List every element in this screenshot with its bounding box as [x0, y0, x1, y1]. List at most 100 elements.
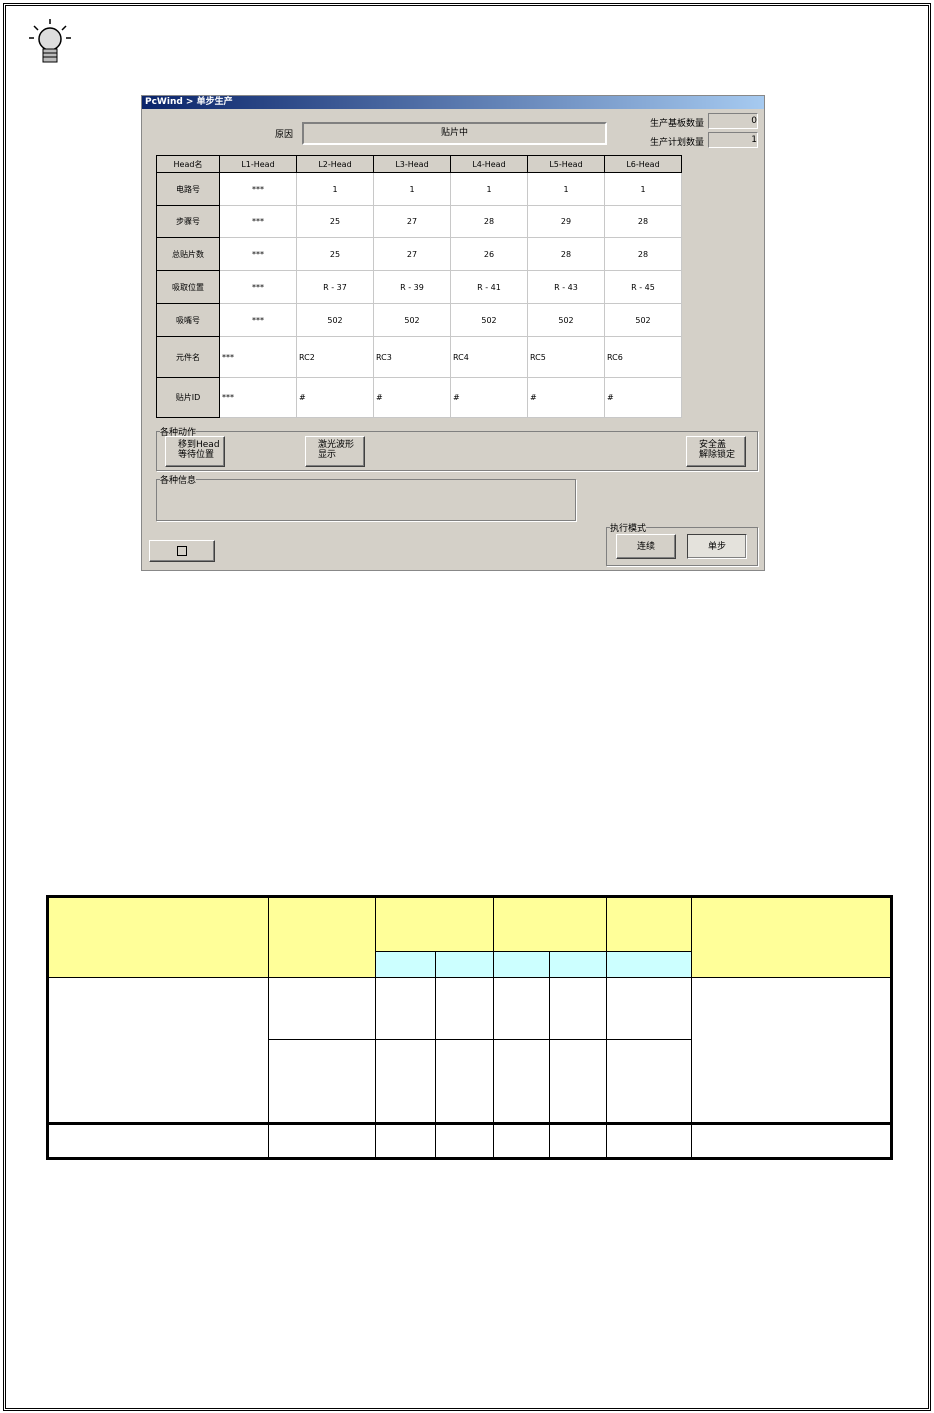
- confirm-button[interactable]: [149, 540, 215, 562]
- grid-column-header[interactable]: L2-Head: [296, 155, 374, 173]
- checkbox-icon: [177, 546, 187, 556]
- grid-column-header[interactable]: L1-Head: [219, 155, 297, 173]
- grid-cell: 27: [373, 237, 451, 271]
- grid-cell: 28: [527, 237, 605, 271]
- move-head-button[interactable]: 移到Head 等待位置: [165, 436, 225, 467]
- reason-label: 原因: [275, 130, 294, 140]
- table-subheader-cell: [375, 951, 436, 978]
- table-cell: [691, 1123, 892, 1159]
- table-subheader-cell: [493, 951, 550, 978]
- grid-column-header[interactable]: L4-Head: [450, 155, 528, 173]
- grid-row: 元件名 *** RC2 RC3 RC4 RC5 RC6: [156, 336, 682, 378]
- grid-cell: 1: [604, 172, 682, 206]
- page-frame: [3, 3, 931, 1411]
- grid-row: 步骤号 *** 25 27 28 29 28: [156, 205, 682, 238]
- table-cell: [493, 977, 550, 1040]
- grid-cell: 1: [527, 172, 605, 206]
- grid-row: 总贴片数 *** 25 27 26 28 28: [156, 237, 682, 271]
- table-subheader-cell: [549, 951, 607, 978]
- grid-cell: 502: [373, 303, 451, 337]
- grid-cell: ***: [219, 172, 297, 206]
- table-header-cell: [375, 896, 494, 952]
- grid-column-header[interactable]: L3-Head: [373, 155, 451, 173]
- laser-waveform-button[interactable]: 激光波形 显示: [305, 436, 365, 467]
- grid-cell: #: [527, 377, 605, 418]
- table-cell: [375, 977, 436, 1040]
- grid-cell: 28: [604, 205, 682, 238]
- grid-row-header: 步骤号: [156, 205, 220, 238]
- grid-cell: ***: [219, 303, 297, 337]
- grid-cell: 28: [450, 205, 528, 238]
- table-cell: [375, 1123, 436, 1159]
- grid-cell: R - 45: [604, 270, 682, 304]
- table-cell: [606, 1123, 692, 1159]
- table-cell: [435, 1039, 494, 1124]
- grid-row-header: 吸嘴号: [156, 303, 220, 337]
- grid-cell: #: [373, 377, 451, 418]
- table-cell: [691, 977, 892, 1124]
- table-header-cell: [268, 896, 376, 978]
- table-cell: [268, 977, 376, 1040]
- table-cell: [375, 1039, 436, 1124]
- plan-count-label: 生产计划数量: [650, 138, 705, 148]
- grid-row-header: 贴片ID: [156, 377, 220, 418]
- grid-column-header[interactable]: L5-Head: [527, 155, 605, 173]
- table-cell: [493, 1123, 550, 1159]
- grid-cell: R - 41: [450, 270, 528, 304]
- grid-cell: 1: [296, 172, 374, 206]
- grid-cell: RC3: [373, 336, 451, 378]
- info-group: 各种信息: [156, 473, 576, 521]
- grid-row: 吸取位置 *** R - 37 R - 39 R - 41 R - 43 R - 45: [156, 270, 682, 304]
- grid-row-header: 电路号: [156, 172, 220, 206]
- exec-mode-group: 执行模式: [606, 521, 758, 566]
- grid-row: 贴片ID *** # # # # #: [156, 377, 682, 418]
- table-cell: [435, 977, 494, 1040]
- table-cell: [606, 1039, 692, 1124]
- info-group-label: 各种信息: [160, 473, 197, 486]
- table-subheader-cell: [435, 951, 494, 978]
- grid-cell: 502: [296, 303, 374, 337]
- step-button[interactable]: 单步: [687, 534, 747, 559]
- head-status-grid: Head名 L1-Head L2-Head L3-Head L4-Head L5-Head…: [156, 155, 682, 418]
- grid-cell: 29: [527, 205, 605, 238]
- grid-cell: R - 43: [527, 270, 605, 304]
- actions-group-label: 各种动作: [160, 425, 197, 438]
- table-header-cell: [606, 896, 692, 952]
- grid-column-header[interactable]: L6-Head: [604, 155, 682, 173]
- continuous-button[interactable]: 连续: [616, 534, 676, 559]
- grid-cell: #: [296, 377, 374, 418]
- board-count-label: 生产基板数量: [650, 119, 705, 129]
- grid-cell: 26: [450, 237, 528, 271]
- grid-cell: RC6: [604, 336, 682, 378]
- table-header-cell: [493, 896, 607, 952]
- grid-cell: R - 37: [296, 270, 374, 304]
- grid-cell: R - 39: [373, 270, 451, 304]
- actions-group: 各种动作: [156, 425, 758, 471]
- table-cell: [268, 1123, 376, 1159]
- table-cell: [435, 1123, 494, 1159]
- grid-cell: 1: [450, 172, 528, 206]
- grid-cell: 25: [296, 205, 374, 238]
- grid-row: 吸嘴号 *** 502 502 502 502 502: [156, 303, 682, 337]
- grid-cell: RC5: [527, 336, 605, 378]
- grid-cell: ***: [219, 237, 297, 271]
- exec-mode-label: 执行模式: [610, 521, 647, 534]
- grid-cell: 25: [296, 237, 374, 271]
- table-header-cell: [691, 896, 892, 978]
- window-title: PcWind > 单步生产: [142, 96, 764, 109]
- safety-cover-unlock-button[interactable]: 安全盖 解除锁定: [686, 436, 746, 467]
- empty-data-table: [46, 895, 893, 1160]
- grid-row: 电路号 *** 1 1 1 1 1: [156, 172, 682, 206]
- grid-column-header[interactable]: Head名: [156, 155, 220, 173]
- grid-cell: ***: [219, 336, 297, 378]
- grid-cell: ***: [219, 205, 297, 238]
- table-cell: [47, 1123, 269, 1159]
- grid-cell: 502: [450, 303, 528, 337]
- table-cell: [606, 977, 692, 1040]
- grid-cell: ***: [219, 270, 297, 304]
- grid-cell: 502: [527, 303, 605, 337]
- table-subheader-cell: [606, 951, 692, 978]
- reason-field: 贴片中: [302, 122, 607, 145]
- grid-cell: 28: [604, 237, 682, 271]
- grid-row-header: 吸取位置: [156, 270, 220, 304]
